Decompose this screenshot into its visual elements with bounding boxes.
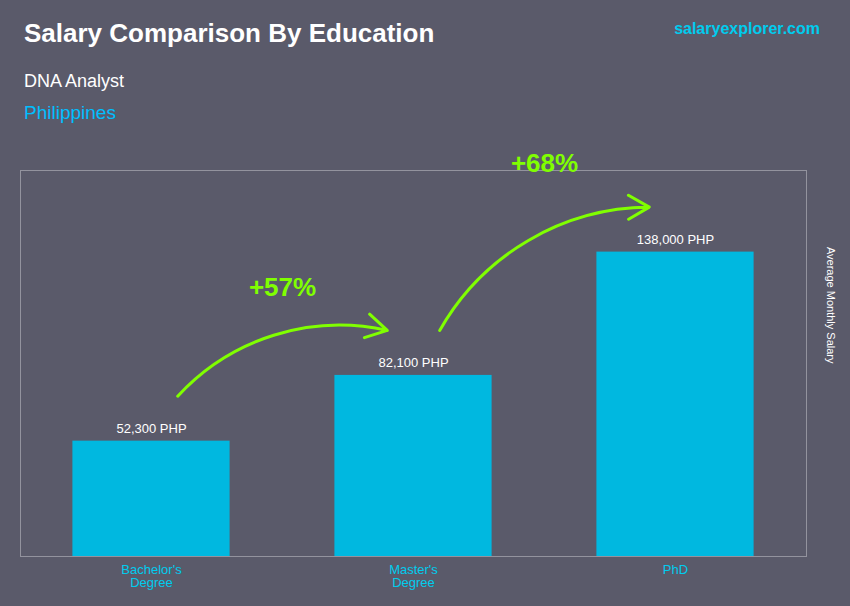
html-text:salaryexplorer.com: salaryexplorer.com	[674, 20, 820, 37]
html-text:Philippines: Philippines	[24, 102, 116, 123]
html-text:DNA Analyst: DNA Analyst	[24, 71, 124, 91]
svg-text:138,000 PHP: 138,000 PHP	[637, 232, 714, 247]
svg-text:52,300 PHP: 52,300 PHP	[116, 421, 186, 436]
svg-text:+57%: +57%	[249, 272, 316, 302]
svg-text:Average Monthly Salary: Average Monthly Salary	[825, 247, 837, 364]
svg-text:Master'sDegree: Master'sDegree	[389, 562, 438, 590]
svg-text:+68%: +68%	[511, 148, 578, 178]
svg-text:82,100 PHP: 82,100 PHP	[378, 355, 448, 370]
svg-text:Bachelor'sDegree: Bachelor'sDegree	[121, 562, 182, 590]
svg-text:PhD: PhD	[663, 562, 688, 577]
html-text:Salary Comparison By Education: Salary Comparison By Education	[24, 18, 435, 48]
